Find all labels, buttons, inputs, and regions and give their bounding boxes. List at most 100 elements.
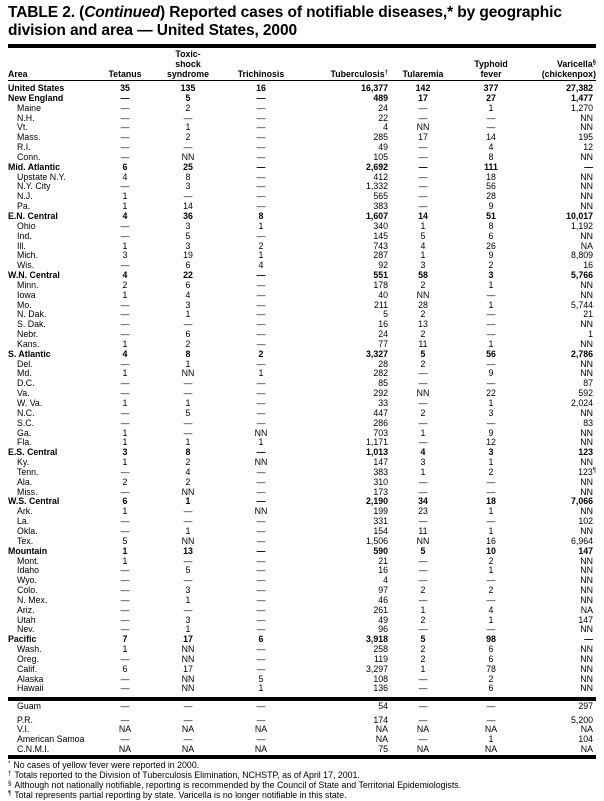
varicella-cell: NN (524, 122, 596, 133)
toxic-shock-cell: 4 (152, 467, 224, 478)
tetanus-value: — (120, 683, 130, 694)
area-row: Wyo. — — — 4 — — NN (8, 575, 596, 586)
tetanus-cell: — (98, 654, 152, 665)
area-row: P.R. — — — 174 — — 5,200 (8, 712, 596, 726)
toxic-shock-value: NN (181, 673, 195, 684)
trichinosis-cell: 2 (224, 241, 298, 252)
typhoid-cell: 2 (458, 467, 524, 478)
tuberculosis-cell: 145 (298, 231, 388, 242)
varicella-cell: NN (524, 624, 596, 635)
tularemia-value: 2 (420, 407, 426, 418)
typhoid-cell: 8 (458, 152, 524, 163)
header-table: Area Tetanus Toxic- shock syndrome Trich… (8, 49, 596, 79)
footnote: ¶ Total represents partial reporting by s… (8, 790, 461, 800)
tularemia-value: — (418, 191, 428, 202)
trichinosis-value: — (256, 447, 266, 458)
toxic-shock-cell: 3 (152, 300, 224, 311)
toxic-shock-value: 6 (185, 260, 191, 271)
typhoid-cell: 1 (458, 103, 524, 114)
tularemia-value: 13 (418, 319, 428, 330)
typhoid-cell: — (458, 477, 524, 488)
varicella-value: NN (580, 585, 593, 596)
tularemia-value: — (418, 142, 428, 153)
toxic-shock-value: — (183, 734, 193, 745)
tuberculosis-value: 565 (373, 191, 388, 202)
trichinosis-cell: — (224, 319, 298, 330)
tuberculosis-value: NA (375, 724, 388, 735)
toxic-shock-cell: 6 (152, 329, 224, 340)
trichinosis-value: — (256, 624, 266, 635)
varicella-cell: 102 (524, 516, 596, 527)
varicella-cell: 147 (524, 546, 596, 557)
toxic-shock-value: 1 (185, 122, 191, 133)
area-cell: Tex. (17, 535, 34, 546)
typhoid-value: 6 (488, 653, 494, 664)
varicella-cell: NN (524, 585, 596, 596)
tetanus-value: — (120, 585, 130, 596)
title-prefix: TABLE 2. ( (8, 4, 85, 21)
varicella-value: NN (580, 624, 593, 635)
tuberculosis-value: 285 (373, 132, 388, 143)
area-row: Vt. — 1 — 4 NN — NN (8, 122, 596, 133)
tularemia-cell: — (388, 182, 458, 192)
toxic-shock-value: 5 (185, 92, 191, 103)
tularemia-cell: — (388, 162, 458, 173)
toxic-shock-value: NN (181, 653, 195, 664)
tuberculosis-cell: 24 (298, 329, 388, 340)
table-title: TABLE 2. (Continued) Reported cases of n… (8, 4, 562, 40)
typhoid-value: NA (484, 744, 498, 755)
tuberculosis-value: 1,332 (365, 181, 388, 192)
tularemia-cell: 11 (388, 526, 458, 537)
typhoid-cell: 1 (458, 615, 524, 626)
tularemia-value: 1 (420, 427, 426, 438)
area-cell: Colo. (17, 585, 38, 596)
tularemia-cell: 28 (388, 300, 458, 311)
footnote-text: Totals reported to the Division of Tuber… (14, 770, 360, 780)
tetanus-cell: 1 (98, 506, 152, 517)
tularemia-value: — (418, 171, 428, 182)
trichinosis-cell: — (224, 701, 298, 712)
tetanus-cell: 6 (98, 162, 152, 173)
tularemia-value: 34 (418, 496, 428, 507)
trichinosis-value: — (256, 653, 266, 664)
header-rule (8, 80, 596, 81)
tularemia-value: 2 (420, 585, 426, 596)
tetanus-value: 2 (122, 476, 128, 487)
typhoid-cell: 111 (458, 162, 524, 173)
tularemia-value: — (418, 624, 428, 635)
typhoid-value: 3 (488, 407, 494, 418)
varicella-cell: 1 (524, 329, 596, 340)
col-toxic-shock: Toxic- shock syndrome (152, 49, 224, 79)
trichinosis-value: 2 (258, 348, 264, 359)
tuberculosis-cell: 286 (298, 418, 388, 429)
tuberculosis-value: 16 (378, 565, 388, 576)
tuberculosis-value: 3,918 (365, 634, 388, 645)
tuberculosis-value: 340 (373, 220, 388, 231)
toxic-shock-cell: 8 (152, 172, 224, 183)
trichinosis-value: — (256, 398, 266, 408)
tularemia-value: — (418, 181, 428, 192)
area-row: Guam — — — 54 — — 297 (8, 701, 596, 712)
tularemia-value: — (418, 378, 428, 389)
varicella-cell: NN (524, 152, 596, 163)
typhoid-value: 1 (488, 457, 494, 468)
tuberculosis-cell: 16 (298, 319, 388, 330)
varicella-value: 5,766 (570, 270, 593, 281)
tuberculosis-cell: 489 (298, 93, 388, 104)
area-row: Iowa 1 4 — 40 NN — NN (8, 290, 596, 301)
trichinosis-value: 4 (258, 260, 264, 271)
trichinosis-cell: — (224, 447, 298, 458)
tularemia-cell: 4 (388, 447, 458, 458)
varicella-cell: NN (524, 684, 596, 694)
tuberculosis-cell: 85 (298, 378, 388, 389)
toxic-shock-value: 17 (183, 663, 193, 674)
trichinosis-value: 1 (258, 250, 264, 261)
tularemia-cell: — (388, 565, 458, 576)
trichinosis-cell: — (224, 664, 298, 675)
area-cell: V.I. (17, 724, 30, 735)
toxic-shock-value: 1 (185, 496, 191, 507)
tularemia-cell: 5 (388, 231, 458, 242)
typhoid-value: 18 (486, 496, 496, 507)
tularemia-value: 2 (420, 653, 426, 664)
area-cell: W.N. Central (8, 270, 60, 281)
